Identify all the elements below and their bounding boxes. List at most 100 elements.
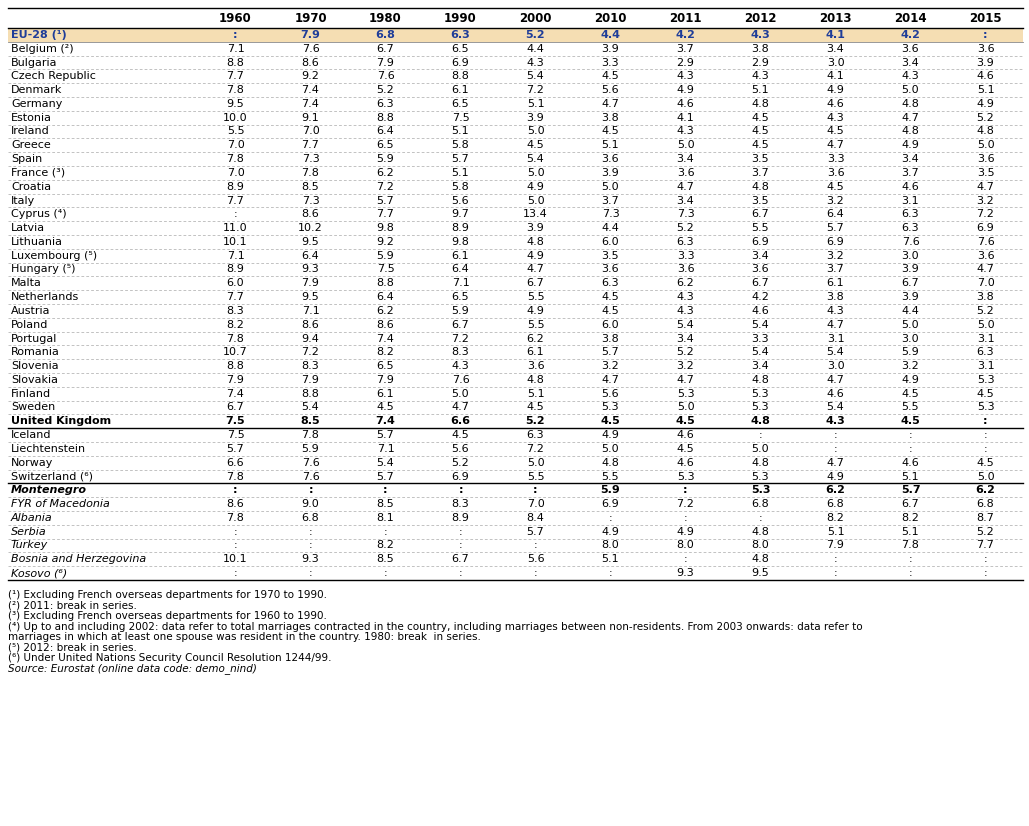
Text: 4.6: 4.6 [826, 389, 845, 399]
Text: 7.1: 7.1 [377, 444, 394, 454]
Text: 6.7: 6.7 [452, 554, 469, 564]
Text: Romania: Romania [11, 347, 60, 358]
Text: 4.5: 4.5 [826, 126, 845, 136]
Text: :: : [909, 444, 913, 454]
Text: 5.0: 5.0 [977, 472, 994, 482]
Text: :: : [234, 568, 238, 578]
Text: 5.4: 5.4 [377, 458, 394, 468]
Text: :: : [459, 540, 462, 550]
Text: FYR of Macedonia: FYR of Macedonia [11, 499, 110, 509]
Text: 4.7: 4.7 [602, 99, 619, 109]
Text: 6.2: 6.2 [677, 278, 695, 288]
Text: 3.2: 3.2 [826, 196, 845, 206]
Text: :: : [984, 444, 987, 454]
Text: 4.5: 4.5 [977, 389, 994, 399]
Text: 5.4: 5.4 [751, 347, 770, 358]
Text: 4.5: 4.5 [602, 126, 619, 136]
Text: 7.2: 7.2 [527, 444, 544, 454]
Text: :: : [309, 486, 313, 496]
Text: 5.4: 5.4 [677, 320, 695, 330]
Text: 4.6: 4.6 [901, 458, 919, 468]
Text: 3.7: 3.7 [677, 44, 695, 54]
Text: 5.7: 5.7 [377, 472, 394, 482]
Text: 3.6: 3.6 [677, 264, 695, 274]
Text: :: : [234, 527, 238, 537]
Text: 4.7: 4.7 [826, 140, 845, 150]
Text: 3.4: 3.4 [901, 58, 919, 68]
Text: (⁵) 2012: break in series.: (⁵) 2012: break in series. [8, 643, 137, 653]
Text: :: : [909, 568, 913, 578]
Text: 4.4: 4.4 [527, 44, 544, 54]
Text: 4.7: 4.7 [826, 375, 845, 385]
Text: 8.6: 8.6 [301, 320, 319, 330]
Text: 4.8: 4.8 [751, 527, 770, 537]
Text: 6.0: 6.0 [226, 278, 244, 288]
Text: 6.8: 6.8 [977, 499, 994, 509]
Text: 8.2: 8.2 [377, 540, 394, 550]
Text: 4.8: 4.8 [901, 99, 920, 109]
Text: 7.4: 7.4 [376, 416, 395, 426]
Text: :: : [683, 554, 687, 564]
Text: 5.0: 5.0 [452, 389, 469, 399]
Text: 5.4: 5.4 [527, 154, 544, 164]
Text: Netherlands: Netherlands [11, 292, 79, 302]
Text: 8.9: 8.9 [452, 223, 469, 233]
Text: 8.8: 8.8 [377, 112, 394, 123]
Text: 4.2: 4.2 [676, 30, 696, 40]
Text: 7.8: 7.8 [901, 540, 920, 550]
Text: 3.7: 3.7 [602, 196, 619, 206]
Text: 4.5: 4.5 [602, 71, 619, 81]
Text: 9.3: 9.3 [301, 554, 319, 564]
Text: 8.8: 8.8 [377, 278, 394, 288]
Text: 6.2: 6.2 [527, 334, 544, 344]
Text: 4.6: 4.6 [977, 71, 994, 81]
Text: 4.8: 4.8 [751, 458, 770, 468]
Text: 7.9: 7.9 [301, 375, 319, 385]
Text: 2013: 2013 [819, 12, 852, 25]
Text: 5.9: 5.9 [901, 347, 919, 358]
Text: Belgium (²): Belgium (²) [11, 44, 74, 54]
Text: 7.6: 7.6 [901, 237, 919, 247]
Text: 9.1: 9.1 [301, 112, 319, 123]
Text: Finland: Finland [11, 389, 51, 399]
Text: 3.2: 3.2 [901, 361, 919, 371]
Text: :: : [234, 486, 238, 496]
Text: 7.3: 7.3 [301, 196, 319, 206]
Text: 5.5: 5.5 [752, 223, 770, 233]
Text: Portugal: Portugal [11, 334, 58, 344]
Text: Slovakia: Slovakia [11, 375, 58, 385]
Text: 8.8: 8.8 [226, 58, 245, 68]
Text: Turkey: Turkey [11, 540, 48, 550]
Text: 3.9: 3.9 [527, 223, 544, 233]
Text: 3.7: 3.7 [751, 168, 770, 178]
Text: 2012: 2012 [744, 12, 777, 25]
Text: 8.2: 8.2 [377, 347, 394, 358]
Text: 8.3: 8.3 [226, 306, 244, 316]
Text: 5.3: 5.3 [752, 472, 770, 482]
Text: 5.1: 5.1 [452, 126, 469, 136]
Text: 4.5: 4.5 [901, 389, 919, 399]
Text: 7.8: 7.8 [226, 472, 245, 482]
Text: 4.7: 4.7 [901, 112, 920, 123]
Text: 6.8: 6.8 [376, 30, 395, 40]
Text: 5.0: 5.0 [901, 320, 919, 330]
Text: 7.4: 7.4 [301, 99, 319, 109]
Text: 7.4: 7.4 [301, 85, 319, 95]
Text: 3.6: 3.6 [977, 251, 994, 261]
Text: 8.7: 8.7 [977, 513, 994, 523]
Text: 4.8: 4.8 [527, 375, 544, 385]
Text: 7.7: 7.7 [226, 292, 245, 302]
Text: 4.3: 4.3 [751, 71, 770, 81]
Text: (¹) Excluding French overseas departments for 1970 to 1990.: (¹) Excluding French overseas department… [8, 590, 327, 600]
Text: 5.2: 5.2 [677, 223, 695, 233]
Text: 4.9: 4.9 [602, 430, 619, 440]
Text: 6.1: 6.1 [826, 278, 845, 288]
Text: 7.2: 7.2 [676, 499, 695, 509]
Text: 4.6: 4.6 [677, 458, 695, 468]
Text: Luxembourg (⁵): Luxembourg (⁵) [11, 251, 97, 261]
Text: 5.2: 5.2 [977, 527, 994, 537]
Text: 8.8: 8.8 [452, 71, 469, 81]
Text: 5.1: 5.1 [527, 99, 544, 109]
Text: 1990: 1990 [445, 12, 476, 25]
Text: 3.5: 3.5 [752, 196, 770, 206]
